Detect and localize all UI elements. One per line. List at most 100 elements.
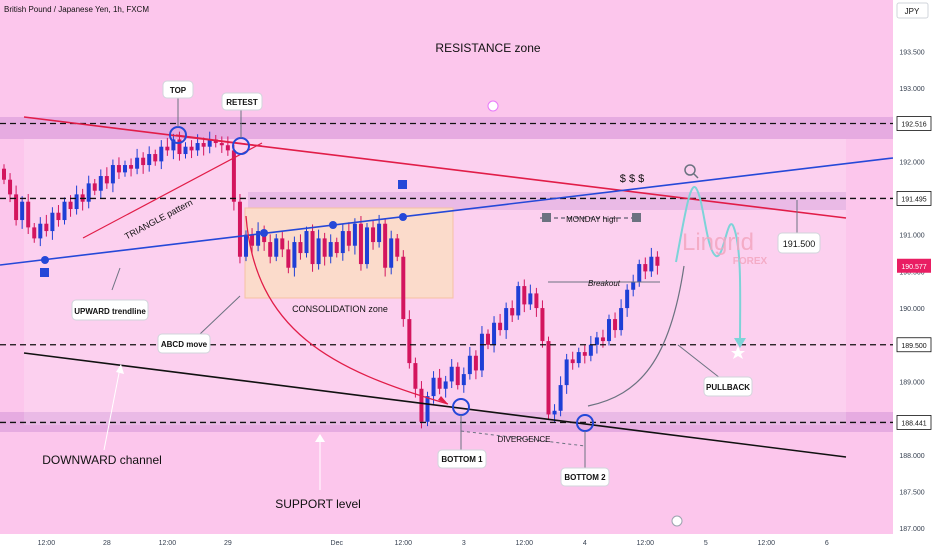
- price-level-tag-label: 188.441: [901, 420, 926, 427]
- candle-body: [431, 377, 436, 397]
- price-tick-label: 188.000: [899, 453, 924, 460]
- candle-body: [268, 242, 273, 257]
- resistance-zone-label: RESISTANCE zone: [435, 41, 540, 55]
- price-tick-label: 193.500: [899, 49, 924, 56]
- price-tick-label: 187.000: [899, 526, 924, 533]
- pullback-pointer: [677, 344, 721, 379]
- time-axis[interactable]: [0, 534, 893, 550]
- consolidation-zone-box: [244, 207, 454, 299]
- candle-body: [631, 282, 636, 290]
- candle-body: [467, 355, 472, 375]
- monday-high-zone: [248, 192, 846, 210]
- candle-body: [479, 333, 484, 371]
- monday-check-2: [632, 213, 641, 222]
- time-tick-label: 5: [704, 540, 708, 547]
- candle-body: [304, 231, 309, 254]
- support-level-label: SUPPORT level: [275, 497, 361, 511]
- candle-body: [419, 388, 424, 422]
- price-axis-ticks: 187.000187.500188.000188.500189.000189.5…: [899, 13, 924, 533]
- trendline-touch-4: [399, 213, 407, 221]
- time-tick-label: 12:00: [38, 540, 56, 547]
- top-label-box: [162, 80, 194, 99]
- candle-body: [62, 201, 67, 221]
- price-axis[interactable]: [893, 0, 932, 550]
- candle-body: [582, 352, 587, 356]
- candle-body: [564, 359, 569, 386]
- candle-body: [44, 223, 49, 232]
- candle-body: [437, 377, 442, 389]
- price-level-tag-label: 191.495: [901, 196, 926, 203]
- upward-trendline: [0, 157, 894, 266]
- channel-lower-line: [23, 352, 847, 458]
- price-level-tag: [896, 337, 932, 353]
- candle-body: [250, 234, 255, 246]
- abcd-move-curve: [245, 215, 449, 405]
- time-tick-label: 4: [583, 540, 587, 547]
- candle-body: [219, 143, 224, 146]
- trendline-touch-1: [41, 256, 49, 264]
- upward-trendline-label-box: [71, 299, 149, 321]
- price-tick-label: 190.500: [899, 269, 924, 276]
- price-level-tag: [896, 191, 932, 206]
- trendline-touch-3: [329, 221, 337, 229]
- candle-body: [528, 293, 533, 305]
- candle-body: [32, 227, 37, 239]
- breakout-label: Breakout: [588, 279, 621, 288]
- candle-body: [449, 366, 454, 382]
- up-flag-icon: [40, 268, 49, 277]
- candle-body: [225, 145, 230, 151]
- bottom1-label: BOTTOM 1: [441, 455, 483, 464]
- abcd-arrowhead: [438, 396, 448, 404]
- candle-body: [189, 146, 194, 151]
- candle-body: [576, 352, 581, 364]
- info-icon: [487, 100, 499, 112]
- support-zone-band: [0, 412, 893, 432]
- monday-high-label: MONDAY high: [566, 215, 618, 224]
- time-tick-label: 12:00: [395, 540, 413, 547]
- candle-body: [74, 194, 79, 210]
- candle-body: [607, 319, 611, 342]
- candle-body: [570, 359, 575, 364]
- candle-body: [443, 381, 448, 389]
- time-tick-label: Dec: [331, 540, 344, 547]
- candle-body: [50, 212, 55, 232]
- time-tick-label: 29: [224, 540, 232, 547]
- candle-body: [643, 264, 648, 272]
- candle-body: [286, 249, 291, 268]
- currency-label: JPY: [905, 7, 920, 16]
- abcd-pointer: [199, 295, 241, 335]
- candle-body: [395, 238, 400, 257]
- candle-body: [201, 143, 206, 147]
- candle-body: [425, 396, 430, 422]
- price-tick-label: 192.000: [899, 159, 924, 166]
- candle-body: [68, 201, 73, 210]
- divergence-line: [460, 430, 586, 447]
- candle-body: [38, 223, 43, 239]
- candle-body: [280, 238, 285, 250]
- candle-body: [104, 176, 109, 184]
- candle-body: [558, 385, 563, 411]
- candle-body: [165, 146, 170, 151]
- candle-body: [389, 238, 394, 268]
- candle-body: [516, 286, 521, 316]
- candle-body: [383, 223, 388, 268]
- candle-body: [328, 242, 333, 257]
- candle-body: [534, 293, 539, 309]
- down-flag-icon: [398, 180, 407, 189]
- watermark-sub: FOREX: [733, 256, 768, 267]
- candle-body: [546, 341, 551, 415]
- candle-body: [377, 223, 382, 243]
- price-tick-label: 187.500: [899, 489, 924, 496]
- pullback-arc: [587, 265, 685, 407]
- candle-body: [92, 183, 97, 191]
- candle-body: [322, 238, 327, 257]
- candle-body: [116, 165, 121, 173]
- candle-body: [207, 139, 212, 147]
- candle-body: [588, 344, 593, 356]
- projection-path: [675, 185, 742, 345]
- price-tick-label: 191.000: [899, 233, 924, 240]
- price-level-tag-label: 189.500: [901, 343, 926, 350]
- time-tick-label: 12:00: [516, 540, 534, 547]
- candle-body: [407, 319, 412, 364]
